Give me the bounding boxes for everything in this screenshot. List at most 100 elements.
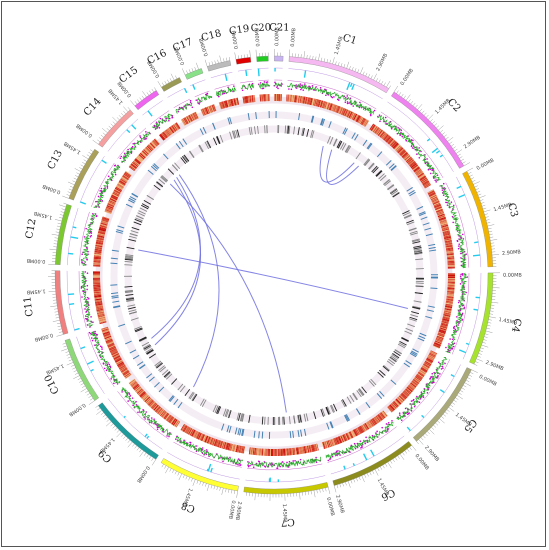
heatmap-cell bbox=[192, 430, 197, 438]
heatmap-cell bbox=[433, 201, 440, 206]
heatmap-cell bbox=[399, 395, 405, 401]
tick-mark bbox=[216, 486, 218, 491]
heatmap-cell bbox=[439, 218, 447, 222]
tick-mark bbox=[481, 344, 489, 348]
tick-mark bbox=[312, 55, 314, 60]
heatmap-cell bbox=[96, 309, 104, 312]
tick-mark bbox=[328, 487, 331, 495]
skew-spike bbox=[352, 463, 356, 467]
tick-label: 0.00MB bbox=[135, 465, 151, 485]
tick-mark bbox=[127, 107, 131, 110]
heatmap-cell bbox=[221, 101, 225, 109]
gray-feature-bar bbox=[130, 317, 139, 321]
gc-point bbox=[299, 85, 302, 87]
gray-feature-bar bbox=[138, 336, 147, 341]
heatmap-cell bbox=[149, 401, 155, 407]
heatmap-cell bbox=[99, 226, 107, 229]
heatmap-cell bbox=[307, 445, 310, 453]
heatmap-cell bbox=[447, 260, 455, 262]
heatmap-cell bbox=[445, 244, 453, 247]
heatmap-cell bbox=[212, 438, 216, 446]
heatmap-cell bbox=[422, 180, 429, 185]
heatmap-cell bbox=[249, 95, 252, 103]
heatmap-cell bbox=[94, 252, 102, 254]
heatmap-cell bbox=[94, 247, 103, 250]
gc-point bbox=[438, 361, 440, 364]
heatmap-cell bbox=[382, 133, 388, 140]
heatmap-cell bbox=[107, 342, 115, 347]
heatmap-cell bbox=[447, 287, 455, 290]
heatmap-cell bbox=[421, 366, 429, 371]
gray-feature-bar bbox=[216, 406, 221, 414]
heatmap-cell bbox=[135, 387, 142, 393]
heatmap-cell bbox=[170, 417, 175, 424]
tick-mark bbox=[80, 383, 84, 386]
heatmap-cell bbox=[134, 159, 141, 165]
heatmap-cell bbox=[289, 94, 291, 102]
heatmap-cell bbox=[442, 319, 449, 322]
heatmap-cell bbox=[115, 358, 122, 363]
gc-point bbox=[271, 462, 273, 464]
heatmap-cell bbox=[140, 151, 147, 158]
heatmap-cell bbox=[215, 439, 219, 447]
heatmap-cell bbox=[139, 153, 145, 160]
heatmap-cell bbox=[156, 407, 162, 414]
gray-feature-bar bbox=[127, 304, 136, 307]
gray-feature-bar bbox=[126, 246, 135, 250]
heatmap-cell bbox=[105, 207, 113, 211]
heatmap-cell bbox=[436, 336, 444, 340]
heatmap-cell bbox=[373, 126, 378, 133]
gc-point bbox=[406, 413, 409, 416]
heatmap-cell bbox=[122, 175, 129, 181]
heatmap-cell bbox=[183, 117, 188, 125]
gc-point bbox=[327, 459, 330, 462]
gc-point bbox=[410, 409, 413, 412]
tick-mark bbox=[118, 115, 122, 118]
heatmap-cell bbox=[255, 448, 258, 456]
gc-line bbox=[80, 270, 94, 327]
heatmap-cell bbox=[446, 254, 454, 256]
tick-mark bbox=[315, 56, 317, 60]
heatmap-cell bbox=[353, 114, 358, 121]
tick-mark bbox=[483, 209, 491, 213]
blue-feature-bar bbox=[227, 117, 231, 125]
tick-mark bbox=[139, 97, 142, 101]
heatmap-cell bbox=[289, 94, 292, 102]
tick-mark bbox=[167, 79, 170, 83]
gc-point bbox=[218, 95, 220, 98]
heatmap-cell bbox=[375, 415, 381, 423]
heatmap-cell bbox=[341, 108, 345, 115]
heatmap-cell bbox=[415, 169, 422, 174]
heatmap-cell bbox=[447, 258, 455, 260]
heatmap-cell bbox=[390, 404, 396, 410]
tick-mark bbox=[383, 82, 386, 86]
tick-mark bbox=[174, 471, 177, 475]
heatmap-cell bbox=[403, 390, 410, 396]
heatmap-cell bbox=[441, 227, 449, 231]
chromosome-c15 bbox=[134, 90, 160, 110]
heatmap-cell bbox=[221, 441, 224, 449]
heatmap-cell bbox=[102, 329, 110, 333]
gc-point bbox=[135, 404, 138, 406]
gc-point bbox=[396, 132, 399, 135]
heatmap-cell bbox=[190, 429, 195, 436]
blue-feature-bar bbox=[343, 128, 348, 135]
heatmap-cell bbox=[293, 447, 295, 455]
heatmap-cell bbox=[182, 118, 187, 125]
heatmap-cell bbox=[239, 445, 242, 453]
gray-feature-bar bbox=[392, 353, 400, 359]
heatmap-cell bbox=[378, 414, 383, 421]
heatmap-cell bbox=[324, 101, 328, 109]
heatmap-cell bbox=[93, 257, 101, 259]
heatmap-cell bbox=[445, 301, 453, 304]
heatmap-cell bbox=[353, 429, 358, 437]
gc-point bbox=[365, 436, 367, 439]
heatmap-cell bbox=[288, 448, 291, 456]
gray-feature-bar bbox=[139, 207, 148, 212]
blue-feature-bar bbox=[111, 292, 119, 295]
heatmap-cell bbox=[102, 330, 110, 334]
tick-mark bbox=[402, 452, 405, 456]
heatmap-cell bbox=[355, 428, 360, 436]
heatmap-cell bbox=[101, 326, 109, 330]
heatmap-cell bbox=[436, 337, 443, 341]
